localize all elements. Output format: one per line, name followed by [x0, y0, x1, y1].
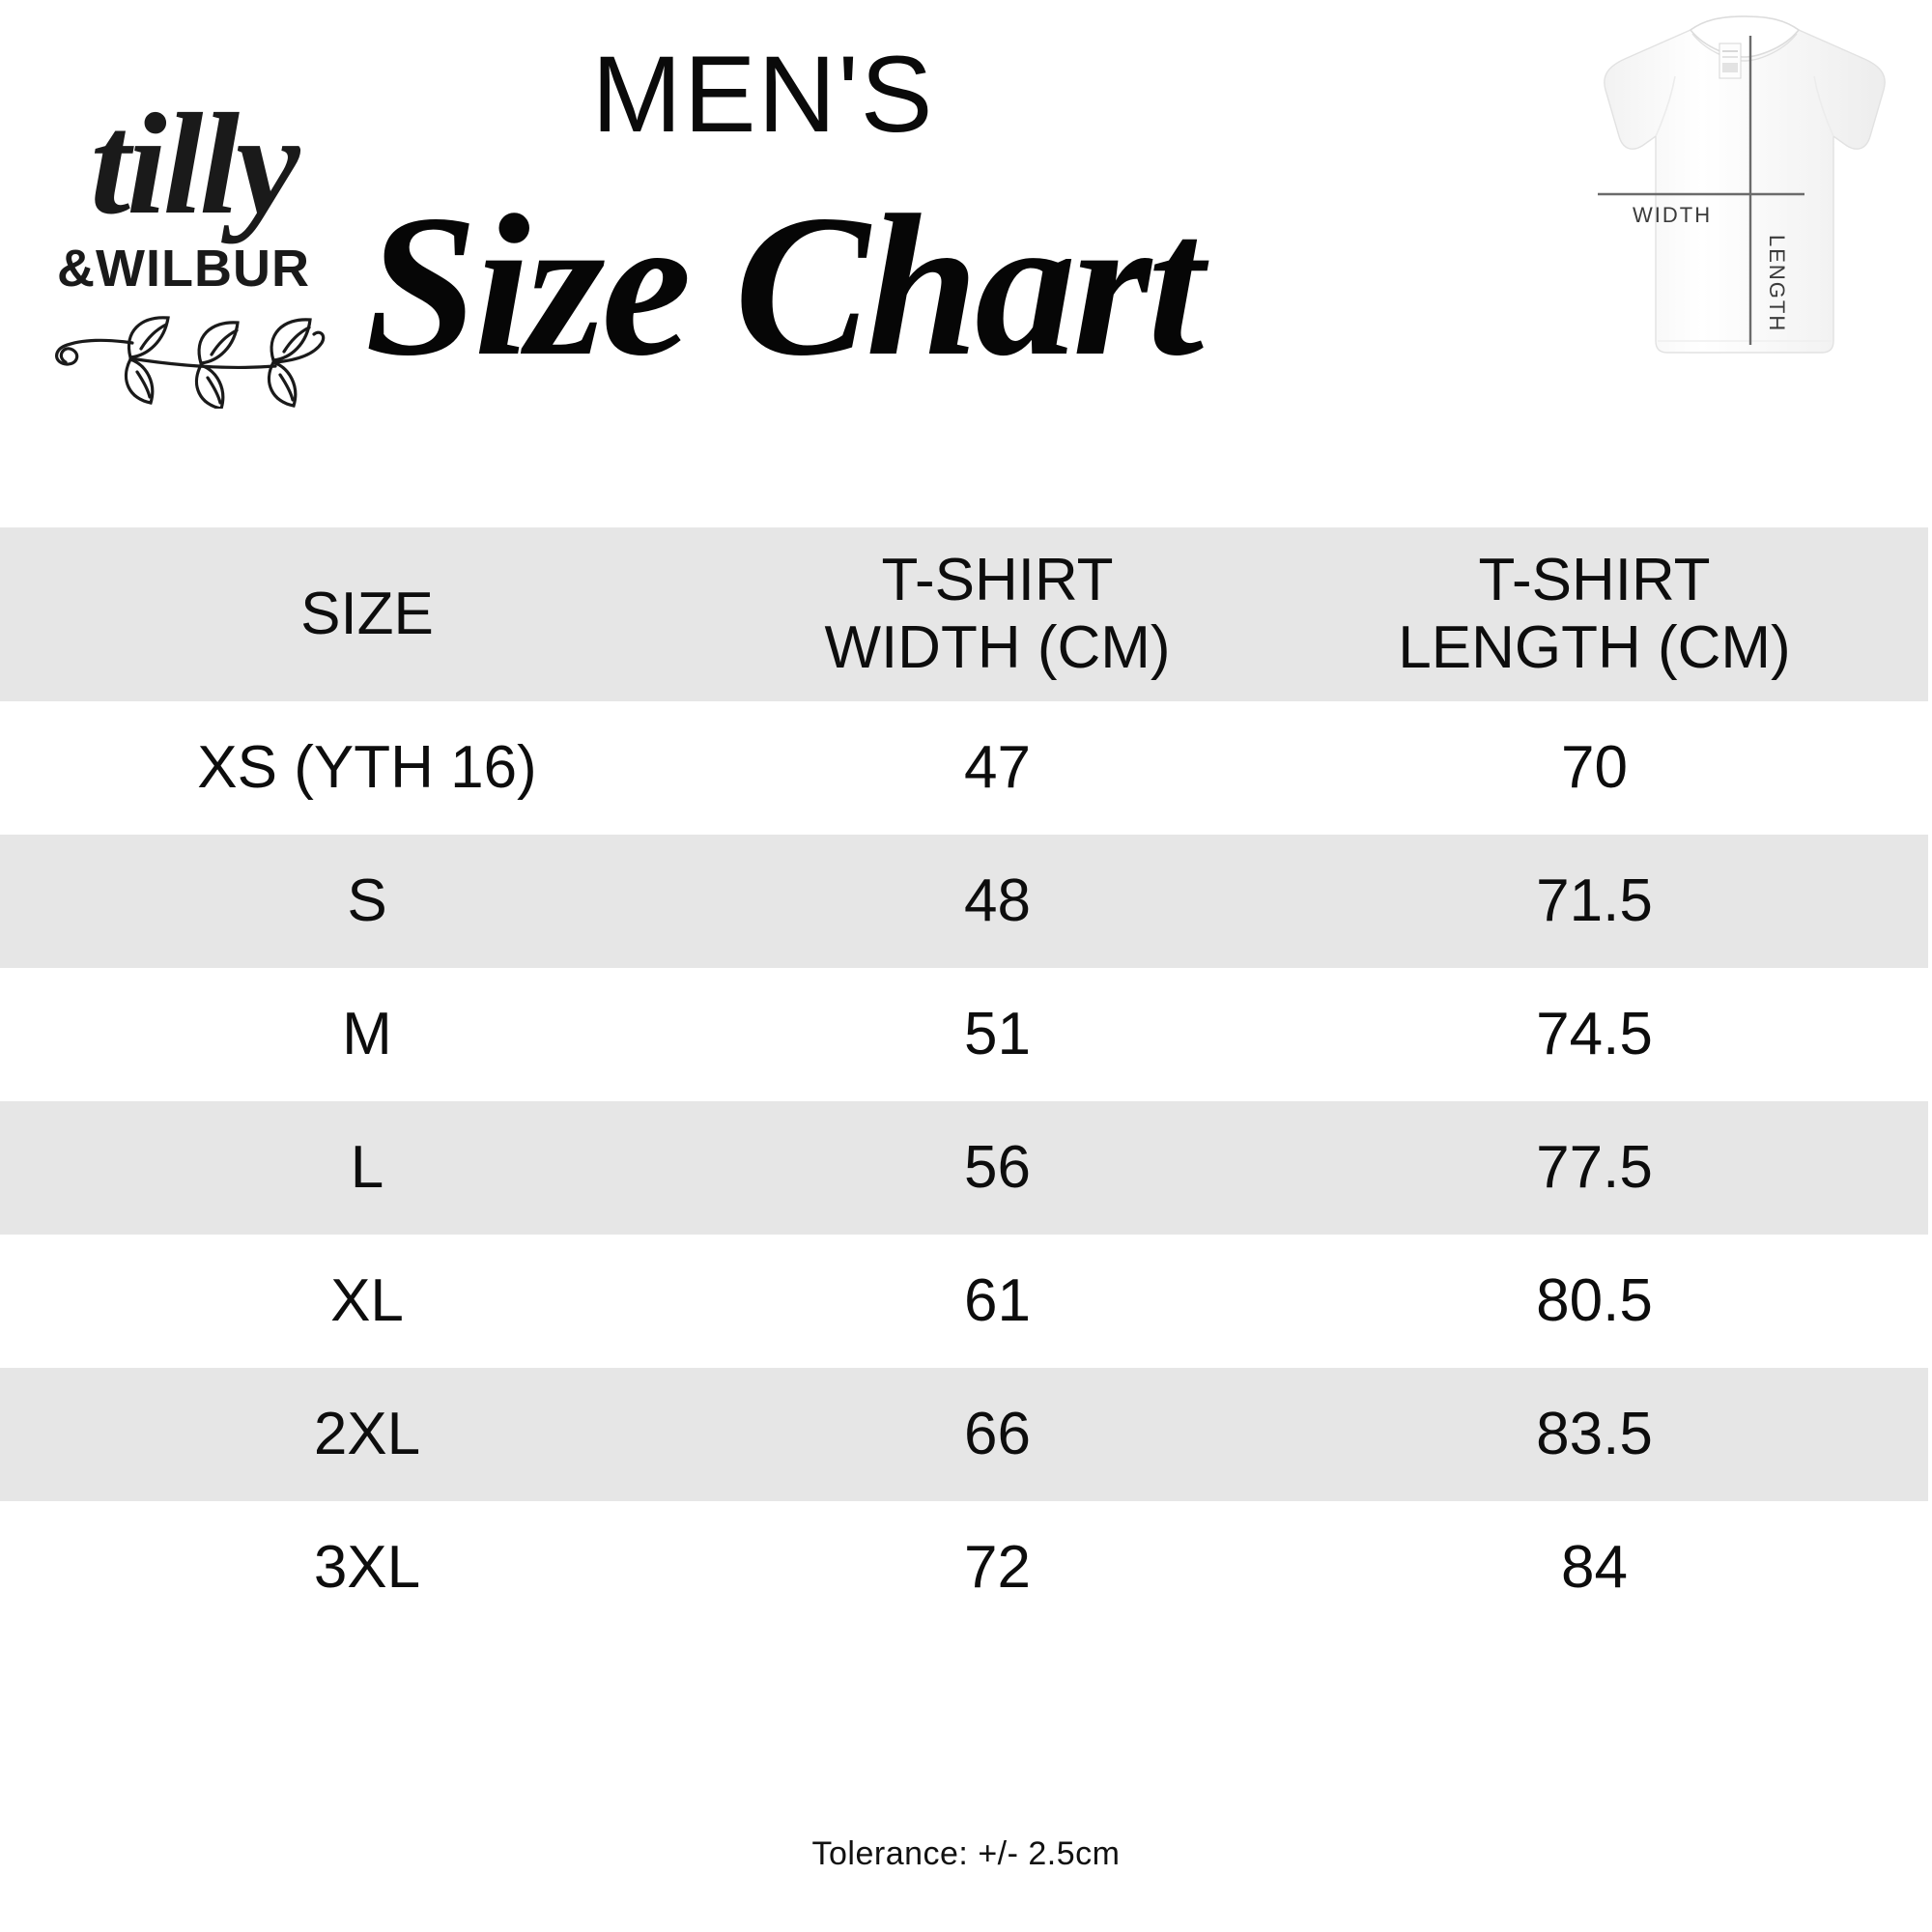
table-row: L 56 77.5: [0, 1101, 1928, 1235]
cell-length: 71.5: [1536, 867, 1653, 934]
column-header-width: T-SHIRT WIDTH (CM): [824, 547, 1171, 681]
width-label: WIDTH: [1633, 203, 1713, 227]
cell-width: 66: [964, 1401, 1031, 1467]
column-header-size: SIZE: [300, 581, 434, 647]
cell-width: 51: [964, 1001, 1031, 1067]
cell-width: 56: [964, 1134, 1031, 1201]
page-title: Size Chart: [364, 174, 1205, 398]
cell-size: L: [350, 1134, 384, 1201]
table-row: M 51 74.5: [0, 968, 1928, 1101]
cell-width: 48: [964, 867, 1031, 934]
table-row: XL 61 80.5: [0, 1235, 1928, 1368]
cell-length: 80.5: [1536, 1267, 1653, 1334]
table-row: 3XL 72 84: [0, 1501, 1928, 1634]
brand-name-block: &WILBUR: [57, 240, 310, 298]
table-header-row: SIZE T-SHIRT WIDTH (CM) T-SHIRT LENGTH (…: [0, 527, 1928, 701]
cell-length: 84: [1561, 1534, 1628, 1601]
brand-logo: tilly &WILBUR: [39, 92, 348, 411]
leaf-branch-icon: [55, 316, 326, 409]
cell-size: S: [347, 867, 387, 934]
size-table: SIZE T-SHIRT WIDTH (CM) T-SHIRT LENGTH (…: [0, 527, 1928, 1634]
cell-size: 2XL: [313, 1401, 421, 1467]
cell-size: XS (YTH 16): [197, 734, 537, 801]
neck-tag-icon: [1719, 43, 1742, 79]
cell-width: 47: [964, 734, 1031, 801]
cell-length: 77.5: [1536, 1134, 1653, 1201]
cell-size: 3XL: [313, 1534, 421, 1601]
tolerance-note: Tolerance: +/- 2.5cm: [811, 1835, 1121, 1872]
eyebrow-title: MEN'S: [591, 34, 935, 155]
cell-size: M: [342, 1001, 392, 1067]
header: tilly &WILBUR: [0, 0, 1932, 522]
cell-size: XL: [330, 1267, 404, 1334]
table-row: 2XL 66 83.5: [0, 1368, 1928, 1501]
table-row: S 48 71.5: [0, 835, 1928, 968]
brand-name-script: tilly: [90, 84, 299, 244]
length-label: LENGTH: [1765, 235, 1789, 333]
cell-width: 61: [964, 1267, 1031, 1334]
column-header-length: T-SHIRT LENGTH (CM): [1398, 547, 1791, 681]
tshirt-diagram: WIDTH LENGTH: [1575, 5, 1922, 449]
cell-length: 70: [1561, 734, 1628, 801]
table-row: XS (YTH 16) 47 70: [0, 701, 1928, 835]
cell-length: 83.5: [1536, 1401, 1653, 1467]
cell-length: 74.5: [1536, 1001, 1653, 1067]
cell-width: 72: [964, 1534, 1031, 1601]
